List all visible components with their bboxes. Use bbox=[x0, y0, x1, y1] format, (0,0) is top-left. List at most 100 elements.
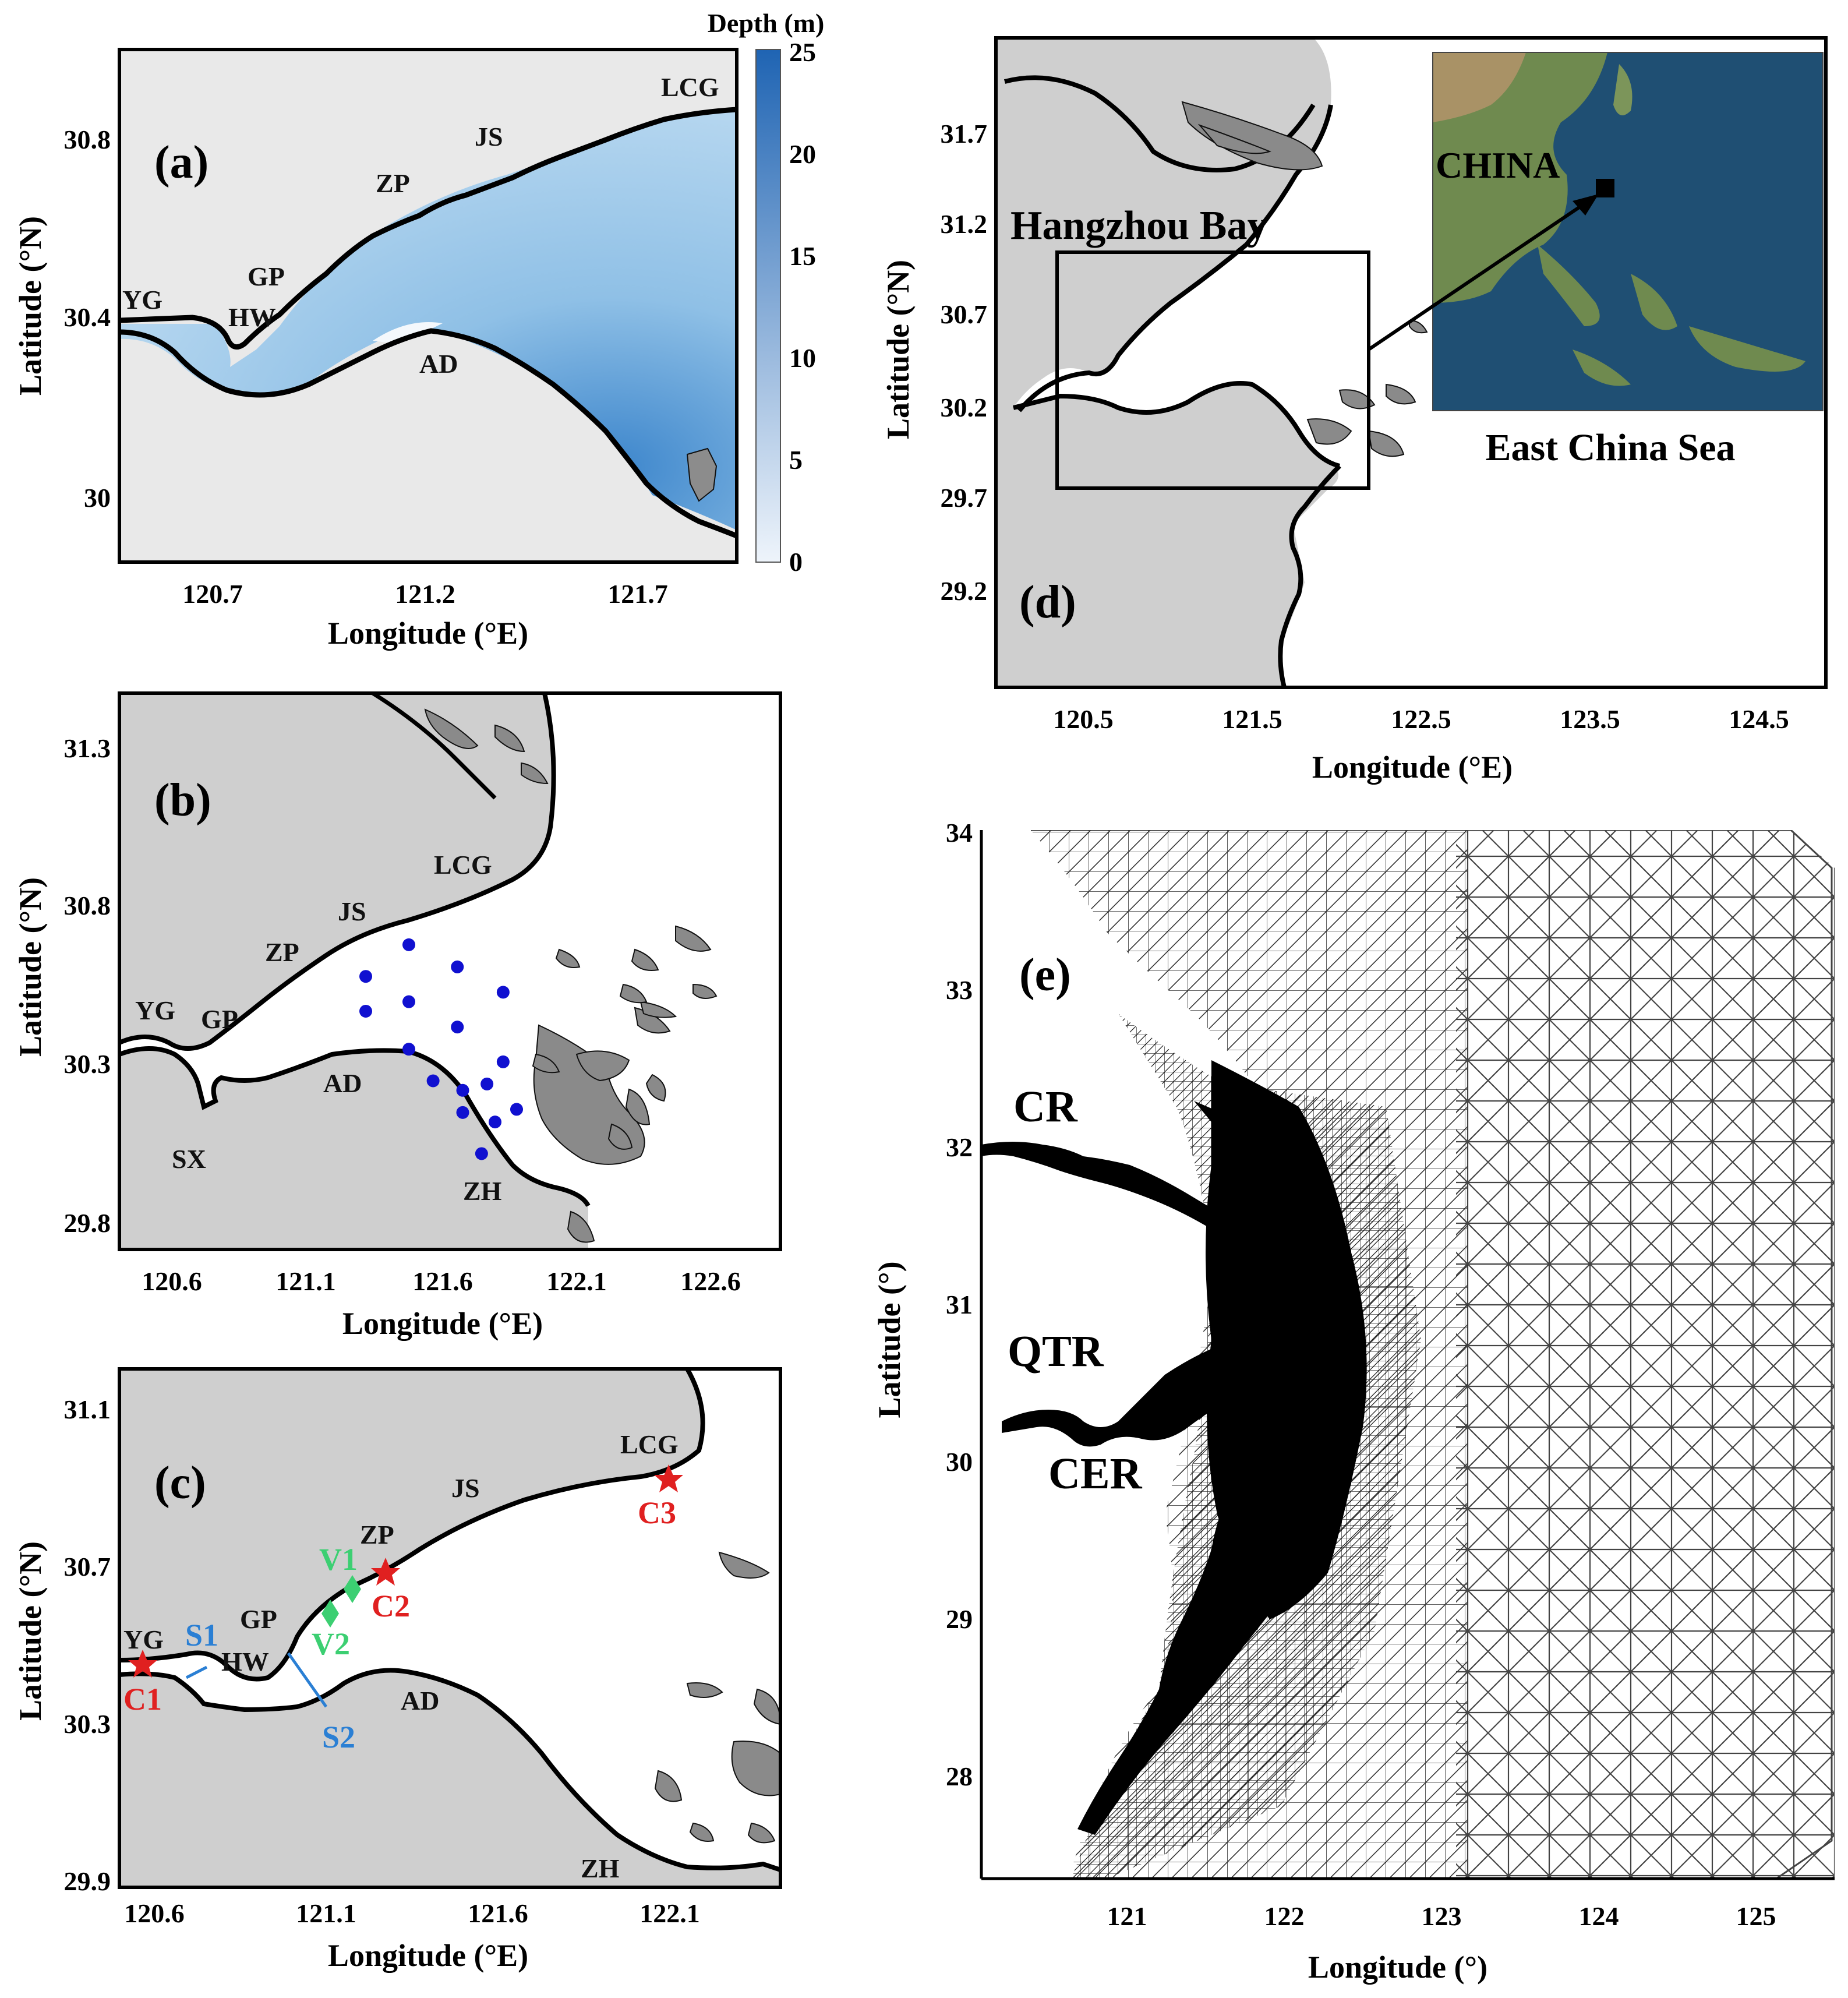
mesh-outer-coarse bbox=[1031, 830, 1835, 1879]
inset-sea-label: East China Sea bbox=[1485, 426, 1735, 469]
place-gp: GP bbox=[201, 1004, 238, 1034]
panel-b-places: LCG JS ZP YG GP AD SX ZH bbox=[135, 850, 502, 1206]
label-c3: C3 bbox=[638, 1495, 676, 1530]
panel-d-ylabel: Latitude (°N) bbox=[881, 260, 916, 439]
station-v2-diamond bbox=[321, 1600, 339, 1628]
tick-label: 121.7 bbox=[607, 579, 668, 609]
place-js: JS bbox=[451, 1473, 480, 1503]
place-ad: AD bbox=[401, 1686, 439, 1715]
tick-label: 123.5 bbox=[1560, 704, 1620, 734]
shallow-flat bbox=[373, 322, 443, 344]
south-land bbox=[119, 1049, 588, 1249]
panel-e-rivers: CR QTR CER bbox=[1008, 1082, 1143, 1498]
tick-label: 121 bbox=[1107, 1901, 1147, 1931]
qiantang-estuary bbox=[1002, 1338, 1281, 1447]
place-zh: ZH bbox=[581, 1854, 620, 1883]
colorbar-tick: 25 bbox=[789, 37, 816, 67]
place-zp: ZP bbox=[265, 937, 299, 967]
tick-label: 30 bbox=[946, 1447, 973, 1477]
south-coastline bbox=[119, 1668, 780, 1872]
tick-label: 121.1 bbox=[275, 1266, 336, 1296]
panel-b-xlabel: Longitude (°E) bbox=[342, 1306, 543, 1341]
panel-b-stations bbox=[359, 938, 523, 1160]
colorbar-tick: 10 bbox=[789, 343, 816, 373]
place-ad: AD bbox=[419, 349, 458, 379]
place-hw: HW bbox=[221, 1647, 269, 1676]
place-ad: AD bbox=[323, 1068, 362, 1098]
panel-a-ylabel: Latitude (°N) bbox=[13, 216, 48, 396]
label-s1: S1 bbox=[185, 1618, 218, 1653]
colorbar-tick: 0 bbox=[789, 547, 803, 577]
tick-label: 30.7 bbox=[64, 1552, 111, 1582]
sampling-station bbox=[402, 1043, 415, 1056]
sampling-station bbox=[496, 1055, 510, 1068]
south-coastline bbox=[119, 328, 737, 539]
sampling-station bbox=[402, 938, 415, 951]
place-lcg: LCG bbox=[620, 1429, 679, 1459]
colorbar-tick: 15 bbox=[789, 241, 816, 271]
panel-d-label: (d) bbox=[1019, 577, 1076, 628]
panel-b-xticks: 120.6 121.1 121.6 122.1 122.6 bbox=[142, 1266, 741, 1296]
sampling-station bbox=[451, 960, 464, 973]
mesh-coastal-band bbox=[1077, 1101, 1299, 1835]
tick-label: 29 bbox=[946, 1604, 973, 1634]
place-yg: YG bbox=[122, 285, 162, 315]
region-name: Hangzhou Bay bbox=[1010, 203, 1268, 248]
north-land bbox=[119, 1369, 703, 1679]
sampling-station bbox=[489, 1116, 501, 1129]
panel-e-xticks: 121 122 123 124 125 bbox=[1107, 1901, 1776, 1931]
place-zh: ZH bbox=[463, 1176, 502, 1206]
inset-country-label: CHINA bbox=[1436, 144, 1560, 186]
place-zp: ZP bbox=[360, 1520, 394, 1549]
island bbox=[686, 447, 718, 502]
panel-b-station-map: (b) LCG JS ZP YG GP AD SX ZH 120.6 121.1… bbox=[13, 691, 782, 1341]
panel-e-label: (e) bbox=[1019, 949, 1071, 1001]
section-s1-line bbox=[185, 1665, 208, 1679]
station-c3-star bbox=[654, 1464, 683, 1492]
tick-label: 120.6 bbox=[142, 1266, 202, 1296]
south-coastline bbox=[119, 1046, 591, 1208]
tick-label: 30.3 bbox=[64, 1709, 111, 1739]
panel-b-yticks: 31.3 30.8 30.3 29.8 bbox=[64, 733, 111, 1238]
sampling-station bbox=[451, 1021, 464, 1034]
panel-c-xticks: 120.6 121.1 121.6 122.1 bbox=[124, 1898, 700, 1928]
tick-label: 34 bbox=[946, 818, 973, 848]
velocity-stations bbox=[321, 1575, 361, 1628]
panel-d-xticks: 120.5 121.5 122.5 123.5 124.5 bbox=[1053, 704, 1789, 734]
sampling-station bbox=[510, 1103, 523, 1116]
panel-c-yticks: 31.1 30.7 30.3 29.9 bbox=[64, 1395, 111, 1896]
river-qtr: QTR bbox=[1008, 1327, 1104, 1376]
place-lcg: LCG bbox=[434, 850, 492, 880]
sections bbox=[185, 1652, 328, 1708]
place-gp: GP bbox=[240, 1604, 277, 1634]
inset-pointer-arrowhead bbox=[1573, 194, 1599, 216]
river-cer: CER bbox=[1048, 1449, 1143, 1498]
place-js: JS bbox=[338, 896, 366, 926]
tick-label: 30.2 bbox=[941, 393, 988, 422]
place-zp: ZP bbox=[376, 168, 410, 198]
tick-label: 122 bbox=[1264, 1901, 1305, 1931]
colorbar-tick: 5 bbox=[789, 445, 803, 475]
hangzhou-bay-water bbox=[119, 111, 737, 530]
tick-label: 120.5 bbox=[1053, 704, 1114, 734]
panel-a-label: (a) bbox=[154, 137, 209, 188]
panel-b-label: (b) bbox=[154, 775, 211, 826]
tick-label: 121.1 bbox=[296, 1898, 356, 1928]
tick-label: 30.7 bbox=[941, 299, 988, 329]
tick-label: 31.3 bbox=[64, 733, 111, 763]
panel-a-places: LCG JS ZP GP YG HW AD bbox=[122, 72, 719, 379]
sampling-station bbox=[402, 995, 415, 1008]
place-yg: YG bbox=[135, 996, 175, 1025]
place-lcg: LCG bbox=[661, 72, 719, 102]
tick-label: 30.4 bbox=[64, 302, 111, 332]
tick-label: 30.8 bbox=[64, 125, 111, 154]
changjiang-shoal bbox=[372, 693, 497, 800]
tick-label: 124 bbox=[1579, 1901, 1619, 1931]
panel-c-label: (c) bbox=[154, 1457, 206, 1509]
tick-label: 32 bbox=[946, 1132, 973, 1162]
tick-label: 125 bbox=[1736, 1901, 1776, 1931]
study-area-box bbox=[1055, 250, 1370, 490]
tick-label: 121.6 bbox=[412, 1266, 473, 1296]
panel-c-observation-map: (c) LCG JS ZP GP YG HW AD ZH C1 C2 C3 V1… bbox=[13, 1367, 782, 1973]
